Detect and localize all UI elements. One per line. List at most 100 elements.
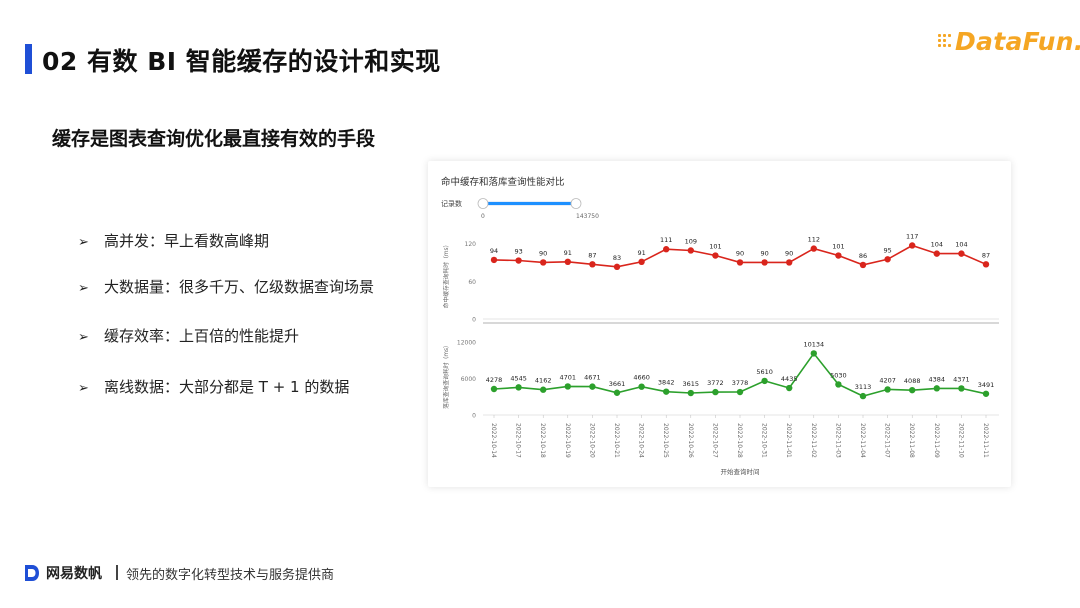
bullet-item: ➢ 高并发：早上看数高峰期 (78, 230, 269, 251)
data-point (909, 242, 916, 249)
data-label: 4088 (904, 377, 921, 385)
data-point (982, 390, 990, 397)
data-point (810, 245, 817, 252)
data-point (712, 388, 719, 396)
y-tick-label: 12000 (457, 340, 476, 347)
data-label: 3615 (683, 380, 700, 388)
x-tick-label: 2022-11-03 (834, 423, 841, 458)
logo-dots-icon (938, 34, 954, 50)
x-tick-label: 2022-10-27 (711, 423, 718, 458)
footer-brand: 网易数帆 (46, 566, 102, 582)
data-point (761, 259, 768, 266)
data-point (736, 259, 744, 266)
data-point (687, 247, 694, 254)
data-label: 4660 (633, 374, 650, 382)
bullet-text: 离线数据：大部分都是 T + 1 的数据 (104, 378, 350, 396)
x-tick-label: 2022-11-01 (785, 423, 792, 458)
slider-handle-max[interactable] (570, 198, 582, 209)
slider-handle-min[interactable] (477, 198, 489, 209)
section-subtitle: 缓存是图表查询优化最直接有效的手段 (52, 128, 376, 150)
x-tick-label: 2022-10-21 (613, 423, 620, 458)
data-label: 101 (832, 243, 844, 251)
data-label: 3491 (978, 381, 995, 389)
data-label: 4384 (929, 375, 946, 383)
bullet-text: 高并发：早上看数高峰期 (104, 232, 270, 250)
x-axis-label: 开始查询时间 (721, 467, 760, 476)
arrow-bullet-icon: ➢ (78, 381, 89, 396)
data-point (613, 263, 621, 271)
data-label: 90 (736, 249, 744, 257)
footer-slogan: 领先的数字化转型技术与服务提供商 (126, 568, 335, 583)
bullet-item: ➢ 大数据量：很多千万、亿级数据查询场景 (78, 276, 374, 297)
slider-range[interactable] (486, 202, 574, 205)
data-label: 4207 (879, 376, 896, 384)
data-point (564, 258, 571, 265)
data-label: 4701 (560, 373, 577, 381)
data-point (515, 384, 522, 391)
data-point (663, 388, 670, 395)
y-tick-label: 0 (472, 317, 476, 324)
footer-divider (116, 565, 118, 580)
y-tick-label: 6000 (461, 376, 476, 383)
data-label: 95 (883, 246, 891, 254)
data-point (835, 252, 842, 259)
data-point (958, 385, 965, 392)
data-point (810, 350, 817, 357)
data-point (638, 258, 645, 265)
x-tick-label: 2022-11-11 (982, 423, 989, 458)
data-point (490, 385, 498, 393)
data-label: 117 (906, 232, 918, 240)
data-label: 4671 (584, 374, 601, 382)
bullet-text: 大数据量：很多千万、亿级数据查询场景 (104, 278, 375, 296)
x-tick-label: 2022-10-25 (662, 423, 669, 458)
data-label: 104 (955, 241, 967, 249)
data-point (663, 246, 670, 253)
netease-shufan-logo-icon (25, 565, 39, 581)
performance-line-chart: 命中缓存和落库查询性能对比 记录数 0 143750 0 60 120 命中缓存查询耗… (441, 176, 999, 476)
data-label: 90 (760, 249, 768, 257)
x-tick-label: 2022-11-04 (859, 423, 866, 458)
data-label: 93 (514, 248, 522, 256)
x-tick-label: 2022-10-19 (564, 423, 571, 458)
data-label: 87 (588, 251, 596, 259)
data-label: 4371 (953, 375, 970, 383)
y-tick-label: 60 (468, 279, 476, 286)
arrow-bullet-icon: ➢ (78, 330, 89, 345)
data-label: 86 (859, 252, 867, 260)
data-point (613, 389, 621, 396)
data-label: 112 (808, 236, 820, 244)
data-label: 4278 (486, 376, 503, 384)
x-tick-label: 2022-10-28 (736, 423, 743, 458)
data-label: 91 (564, 249, 572, 257)
slider-min-value: 0 (481, 213, 485, 220)
data-label: 111 (660, 236, 672, 244)
data-point (589, 261, 596, 268)
x-tick-label: 2022-10-20 (588, 423, 595, 458)
data-point (786, 384, 793, 392)
data-label: 91 (637, 249, 645, 257)
data-point (490, 256, 498, 264)
bullet-item: ➢ 离线数据：大部分都是 T + 1 的数据 (78, 376, 349, 397)
data-label: 5610 (756, 368, 773, 376)
data-label: 3772 (707, 379, 724, 387)
y-tick-label: 0 (472, 413, 476, 420)
data-point (859, 261, 867, 269)
data-point (982, 261, 990, 268)
data-label: 90 (539, 249, 547, 257)
data-label: 109 (685, 237, 697, 245)
data-label: 4435 (781, 375, 798, 383)
x-tick-label: 2022-10-31 (761, 423, 768, 458)
logo-text: DataFun. (955, 27, 1080, 56)
data-label: 90 (785, 249, 793, 257)
data-label: 5030 (830, 371, 847, 379)
data-point (515, 257, 522, 264)
data-point (540, 259, 547, 266)
data-label: 94 (490, 247, 498, 255)
data-point (638, 383, 645, 390)
x-tick-label: 2022-10-14 (490, 423, 497, 458)
data-point (859, 392, 867, 400)
data-label: 4162 (535, 377, 552, 385)
x-tick-label: 2022-10-18 (539, 423, 546, 458)
data-label: 101 (709, 243, 721, 251)
data-label: 3661 (609, 380, 626, 388)
